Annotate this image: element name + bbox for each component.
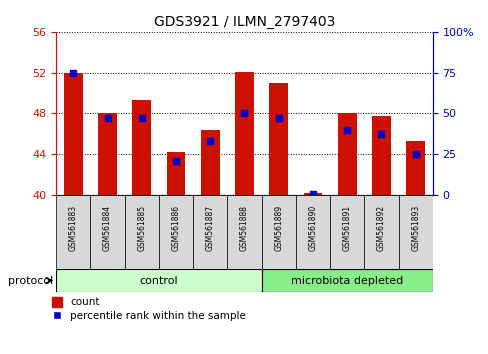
FancyBboxPatch shape: [364, 195, 398, 269]
FancyBboxPatch shape: [295, 195, 329, 269]
Text: GSM561892: GSM561892: [376, 205, 385, 251]
Text: control: control: [140, 275, 178, 286]
FancyBboxPatch shape: [227, 195, 261, 269]
Text: GSM561890: GSM561890: [308, 205, 317, 251]
Text: GSM561883: GSM561883: [69, 205, 78, 251]
Legend: count, percentile rank within the sample: count, percentile rank within the sample: [52, 297, 246, 321]
FancyBboxPatch shape: [90, 195, 124, 269]
Text: protocol: protocol: [8, 275, 53, 286]
Text: GSM561886: GSM561886: [171, 205, 180, 251]
FancyBboxPatch shape: [261, 195, 295, 269]
Bar: [337, 113, 356, 195]
Bar: [235, 72, 253, 195]
Bar: [303, 193, 322, 195]
FancyBboxPatch shape: [124, 195, 159, 269]
Bar: [166, 152, 185, 195]
Text: GSM561885: GSM561885: [137, 205, 146, 251]
Text: GSM561887: GSM561887: [205, 205, 214, 251]
Text: GSM561884: GSM561884: [103, 205, 112, 251]
FancyBboxPatch shape: [193, 195, 227, 269]
Text: GSM561888: GSM561888: [240, 205, 248, 251]
FancyBboxPatch shape: [261, 269, 432, 292]
FancyBboxPatch shape: [56, 269, 261, 292]
Text: GSM561889: GSM561889: [274, 205, 283, 251]
Bar: [98, 113, 117, 195]
Title: GDS3921 / ILMN_2797403: GDS3921 / ILMN_2797403: [154, 16, 334, 29]
FancyBboxPatch shape: [329, 195, 364, 269]
FancyBboxPatch shape: [398, 195, 432, 269]
Bar: [201, 130, 219, 195]
Bar: [269, 83, 287, 195]
Bar: [371, 116, 390, 195]
FancyBboxPatch shape: [159, 195, 193, 269]
Bar: [406, 141, 424, 195]
Text: microbiota depleted: microbiota depleted: [290, 275, 403, 286]
Text: GSM561893: GSM561893: [410, 205, 419, 251]
Bar: [64, 73, 82, 195]
FancyBboxPatch shape: [56, 195, 90, 269]
Text: GSM561891: GSM561891: [342, 205, 351, 251]
Bar: [132, 100, 151, 195]
